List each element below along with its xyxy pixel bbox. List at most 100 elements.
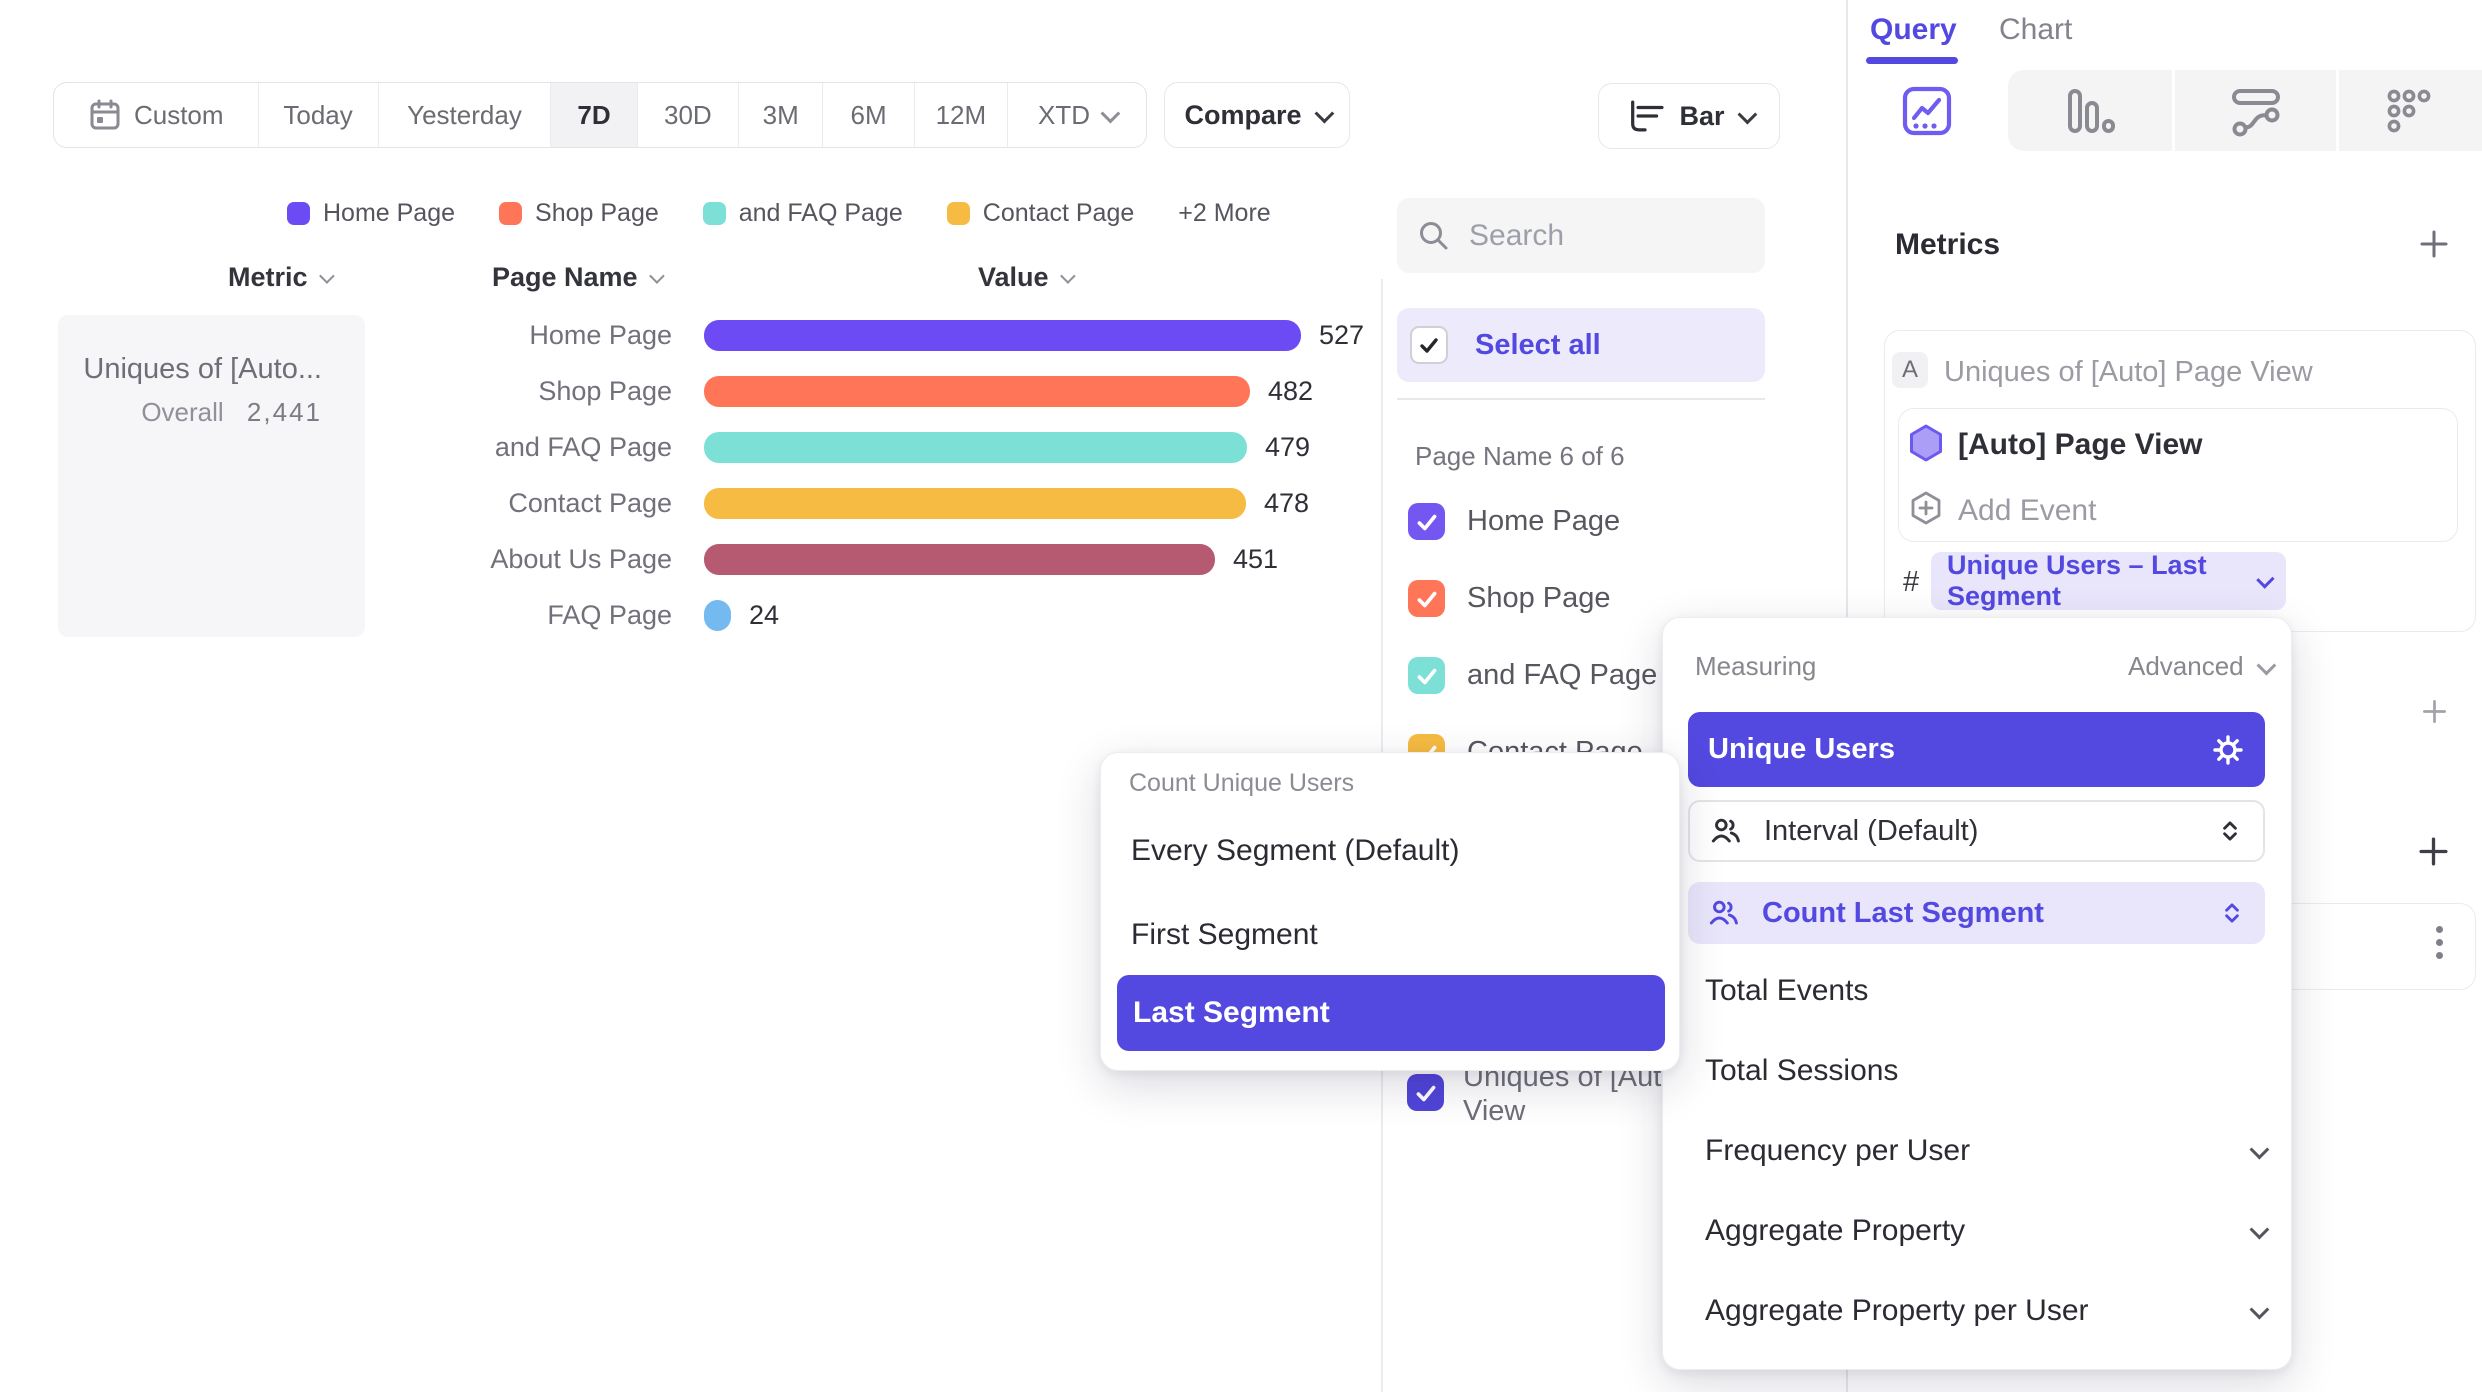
metric-overall: Overall 2,441 — [141, 397, 322, 427]
legend-item[interactable]: Home Page — [287, 199, 455, 228]
gear-icon[interactable] — [2211, 733, 2245, 767]
tab-query[interactable]: Query — [1870, 13, 1957, 46]
bar-value: 482 — [1268, 376, 1314, 406]
chart-tab-insights[interactable] — [1901, 85, 1953, 142]
row-label: Shop Page — [538, 376, 672, 406]
check-icon — [1420, 338, 1438, 353]
segment-option-last-segment[interactable]: Last Segment — [1117, 975, 1665, 1051]
row-label: About Us Page — [490, 544, 672, 574]
preset-12m-button[interactable]: 12M — [915, 83, 1009, 147]
checkbox[interactable] — [1407, 1074, 1444, 1111]
check-icon — [1417, 668, 1436, 684]
measuring-option-aggregate-property[interactable]: Aggregate Property — [1705, 1214, 2270, 1248]
measuring-option-total-events[interactable]: Total Events — [1705, 974, 1869, 1007]
add-metric-button[interactable] — [2418, 228, 2450, 265]
column-header-value[interactable]: Value — [978, 262, 1076, 293]
select-all-checkbox[interactable] — [1410, 326, 1448, 364]
users-icon — [1709, 900, 1738, 925]
advanced-toggle[interactable]: Advanced — [2128, 651, 2276, 682]
check-icon — [1417, 514, 1436, 530]
metrics-heading: Metrics — [1895, 228, 2001, 261]
bar-shop-page[interactable] — [704, 376, 1250, 407]
table-row: About Us Page 451 — [0, 544, 1380, 575]
flows-icon — [2232, 89, 2280, 137]
measuring-option-total-sessions[interactable]: Total Sessions — [1705, 1054, 1899, 1087]
metric-letter-badge: A — [1892, 352, 1928, 388]
check-icon — [1417, 591, 1436, 607]
search-icon — [1420, 221, 1448, 249]
measuring-option-unique-users[interactable]: Unique Users — [1688, 712, 2265, 787]
bar-faq-page[interactable] — [704, 600, 731, 631]
chevron-down-icon — [1059, 268, 1076, 284]
row-label: Contact Page — [508, 488, 672, 518]
event-row[interactable] — [1906, 423, 1946, 468]
bar-value: 478 — [1264, 488, 1310, 518]
bar-value: 24 — [749, 600, 780, 630]
measuring-option-aggregate-property-per-user[interactable]: Aggregate Property per User — [1705, 1294, 2270, 1328]
add-event-label[interactable]: Add Event — [1958, 494, 2097, 527]
segment-option-first-segment[interactable]: First Segment — [1131, 918, 1318, 951]
add-filter-button[interactable] — [2421, 698, 2448, 730]
legend-item[interactable]: Shop Page — [499, 199, 659, 228]
plus-icon — [2423, 700, 2446, 723]
aggregation-pill[interactable]: Unique Users – Last Segment — [1931, 550, 2286, 611]
add-event-button[interactable] — [1908, 490, 1944, 531]
measuring-option-frequency-per-user[interactable]: Frequency per User — [1705, 1134, 2270, 1168]
breakdown-menu-button[interactable] — [2436, 920, 2443, 965]
bar-home-page[interactable] — [704, 320, 1301, 351]
legend-swatch — [499, 202, 523, 225]
legend-item[interactable]: Contact Page — [946, 199, 1134, 228]
preset-xtd-button[interactable]: XTD — [1008, 83, 1146, 147]
preset-7d-button[interactable]: 7D — [551, 83, 638, 147]
measuring-option-interval[interactable]: Interval (Default) — [1688, 800, 2265, 862]
bar-contact-page[interactable] — [704, 488, 1246, 519]
chevron-down-icon — [1737, 104, 1757, 125]
legend-swatch — [702, 202, 726, 225]
preset-yesterday-button[interactable]: Yesterday — [379, 83, 552, 147]
bar-about-us-page[interactable] — [704, 544, 1215, 575]
filter-search — [1397, 198, 1765, 273]
plus-icon — [2419, 837, 2448, 866]
row-label: and FAQ Page — [494, 432, 672, 462]
column-header-page-name[interactable]: Page Name — [492, 262, 665, 293]
legend-swatch — [287, 202, 310, 225]
filter-option-shop-page[interactable]: Shop Page — [1408, 580, 1611, 617]
measuring-option-count-last-segment[interactable]: Count Last Segment — [1688, 882, 2265, 944]
metric-overview-card[interactable]: Uniques of [Auto... Overall 2,441 — [58, 315, 365, 637]
filter-group-label: Page Name 6 of 6 — [1415, 441, 1625, 471]
select-all-row[interactable]: Select all — [1397, 308, 1765, 382]
preset-6m-button[interactable]: 6M — [823, 83, 915, 147]
chart-tab-flows[interactable] — [2230, 87, 2282, 144]
active-tab-underline — [1866, 57, 1958, 64]
legend-item[interactable]: and FAQ Page — [702, 199, 903, 228]
checkbox[interactable] — [1408, 657, 1445, 694]
preset-today-button[interactable]: Today — [259, 83, 379, 147]
checkbox[interactable] — [1408, 503, 1445, 540]
bar-and-faq-page[interactable] — [704, 432, 1247, 463]
filter-option-and-faq-page[interactable]: and FAQ Page — [1408, 657, 1657, 694]
funnels-icon — [2068, 89, 2115, 133]
chart-type-button[interactable]: Bar — [1598, 83, 1780, 149]
chevron-down-icon — [1100, 103, 1121, 124]
compare-button[interactable]: Compare — [1164, 82, 1350, 148]
add-breakdown-button[interactable] — [2417, 835, 2450, 873]
preset-3m-button[interactable]: 3M — [739, 83, 824, 147]
preset-custom-button[interactable]: Custom — [54, 83, 259, 147]
column-header-metric[interactable]: Metric — [228, 262, 335, 293]
event-label[interactable]: [Auto] Page View — [1958, 428, 2203, 461]
table-row: Home Page 527 — [0, 320, 1380, 351]
bar-value: 451 — [1233, 544, 1279, 574]
bar-value: 479 — [1265, 432, 1311, 462]
legend-more[interactable]: +2 More — [1178, 199, 1271, 227]
preset-30d-button[interactable]: 30D — [638, 83, 739, 147]
tab-chart[interactable]: Chart — [1999, 13, 2073, 46]
filter-option-home-page[interactable]: Home Page — [1408, 503, 1620, 540]
chart-tab-funnels[interactable] — [2066, 87, 2116, 142]
stepper-icon — [2223, 821, 2237, 841]
search-input[interactable] — [1467, 217, 1721, 254]
checkbox[interactable] — [1408, 580, 1445, 617]
segment-option-every-segment[interactable]: Every Segment (Default) — [1131, 834, 1460, 867]
measuring-label: Measuring — [1695, 651, 1817, 681]
chart-tab-retention[interactable] — [2386, 88, 2434, 141]
row-label: Home Page — [529, 320, 672, 350]
